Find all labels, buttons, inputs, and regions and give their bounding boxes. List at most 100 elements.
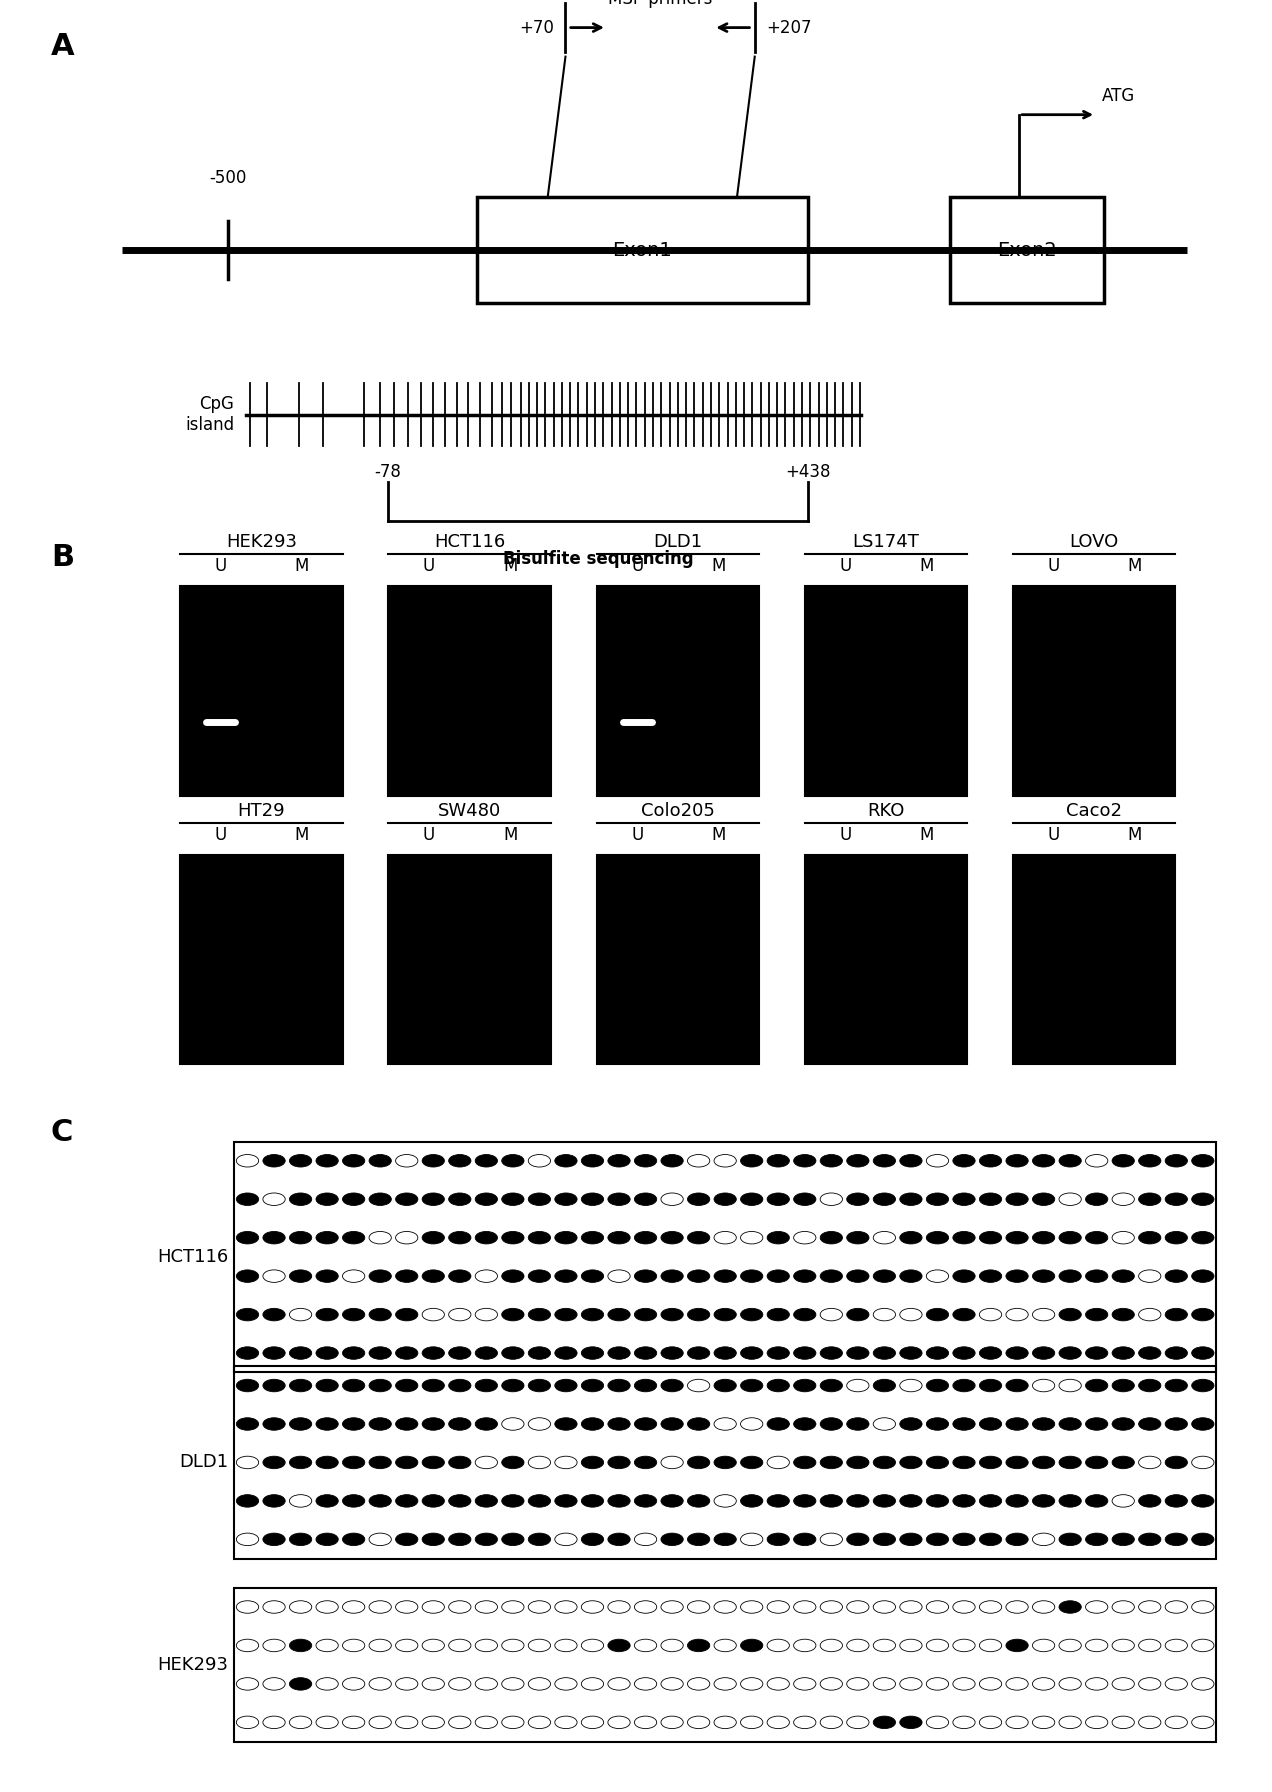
Circle shape <box>528 1308 551 1321</box>
Circle shape <box>396 1717 418 1729</box>
Circle shape <box>449 1193 471 1206</box>
Circle shape <box>714 1640 736 1652</box>
Circle shape <box>847 1495 869 1507</box>
Circle shape <box>1085 1380 1108 1392</box>
Text: U: U <box>840 557 851 575</box>
Circle shape <box>794 1193 815 1206</box>
Circle shape <box>1192 1677 1213 1690</box>
Circle shape <box>979 1495 1001 1507</box>
Circle shape <box>315 1193 338 1206</box>
Circle shape <box>608 1231 630 1244</box>
Circle shape <box>263 1534 285 1546</box>
Circle shape <box>396 1457 418 1469</box>
Circle shape <box>1165 1231 1188 1244</box>
Circle shape <box>874 1417 895 1430</box>
Circle shape <box>687 1193 710 1206</box>
Text: M: M <box>502 826 518 844</box>
Circle shape <box>369 1308 392 1321</box>
Circle shape <box>847 1717 869 1729</box>
Circle shape <box>953 1457 976 1469</box>
Circle shape <box>1060 1380 1081 1392</box>
Circle shape <box>953 1495 976 1507</box>
Circle shape <box>501 1417 524 1430</box>
Circle shape <box>953 1677 976 1690</box>
Circle shape <box>608 1534 630 1546</box>
Circle shape <box>501 1380 524 1392</box>
Circle shape <box>342 1457 365 1469</box>
Circle shape <box>979 1717 1001 1729</box>
Circle shape <box>1033 1640 1054 1652</box>
Circle shape <box>528 1348 551 1360</box>
Circle shape <box>501 1495 524 1507</box>
Circle shape <box>767 1231 790 1244</box>
Circle shape <box>315 1677 338 1690</box>
Circle shape <box>847 1457 869 1469</box>
Circle shape <box>687 1495 710 1507</box>
Circle shape <box>1033 1348 1054 1360</box>
Circle shape <box>581 1308 604 1321</box>
Circle shape <box>501 1534 524 1546</box>
Circle shape <box>315 1600 338 1613</box>
Circle shape <box>926 1417 949 1430</box>
Circle shape <box>1006 1534 1028 1546</box>
Circle shape <box>1138 1600 1161 1613</box>
Circle shape <box>794 1677 815 1690</box>
Circle shape <box>794 1717 815 1729</box>
Circle shape <box>263 1717 285 1729</box>
Circle shape <box>1033 1231 1054 1244</box>
Circle shape <box>1138 1231 1161 1244</box>
Circle shape <box>449 1457 471 1469</box>
Text: Caco2: Caco2 <box>1066 801 1122 821</box>
Circle shape <box>740 1348 763 1360</box>
Text: HEK293: HEK293 <box>226 532 296 552</box>
Circle shape <box>899 1308 922 1321</box>
Circle shape <box>263 1457 285 1469</box>
Circle shape <box>820 1677 842 1690</box>
Circle shape <box>396 1495 418 1507</box>
Text: A: A <box>51 32 75 61</box>
Circle shape <box>422 1640 444 1652</box>
Circle shape <box>847 1534 869 1546</box>
Circle shape <box>1138 1534 1161 1546</box>
Circle shape <box>714 1271 736 1283</box>
Circle shape <box>899 1231 922 1244</box>
Circle shape <box>237 1495 258 1507</box>
Circle shape <box>926 1308 949 1321</box>
Circle shape <box>263 1271 285 1283</box>
Circle shape <box>979 1640 1001 1652</box>
Circle shape <box>847 1600 869 1613</box>
Circle shape <box>1165 1495 1188 1507</box>
Circle shape <box>714 1600 736 1613</box>
Circle shape <box>501 1677 524 1690</box>
Circle shape <box>714 1154 736 1167</box>
Circle shape <box>899 1495 922 1507</box>
Circle shape <box>1006 1380 1028 1392</box>
Circle shape <box>661 1193 683 1206</box>
Circle shape <box>315 1417 338 1430</box>
Circle shape <box>369 1717 392 1729</box>
Circle shape <box>714 1348 736 1360</box>
Circle shape <box>476 1348 497 1360</box>
Circle shape <box>740 1677 763 1690</box>
Circle shape <box>740 1495 763 1507</box>
Circle shape <box>874 1193 895 1206</box>
Circle shape <box>687 1457 710 1469</box>
Circle shape <box>501 1271 524 1283</box>
Circle shape <box>953 1193 976 1206</box>
Circle shape <box>1192 1534 1213 1546</box>
Circle shape <box>315 1271 338 1283</box>
Bar <box>234 1588 1216 1742</box>
Circle shape <box>926 1717 949 1729</box>
Circle shape <box>422 1154 444 1167</box>
Circle shape <box>1112 1380 1135 1392</box>
Circle shape <box>608 1417 630 1430</box>
Circle shape <box>953 1308 976 1321</box>
Circle shape <box>581 1154 604 1167</box>
Circle shape <box>422 1348 444 1360</box>
Circle shape <box>899 1717 922 1729</box>
Circle shape <box>237 1271 258 1283</box>
Circle shape <box>847 1231 869 1244</box>
Circle shape <box>1192 1380 1213 1392</box>
Circle shape <box>369 1457 392 1469</box>
Circle shape <box>820 1308 842 1321</box>
